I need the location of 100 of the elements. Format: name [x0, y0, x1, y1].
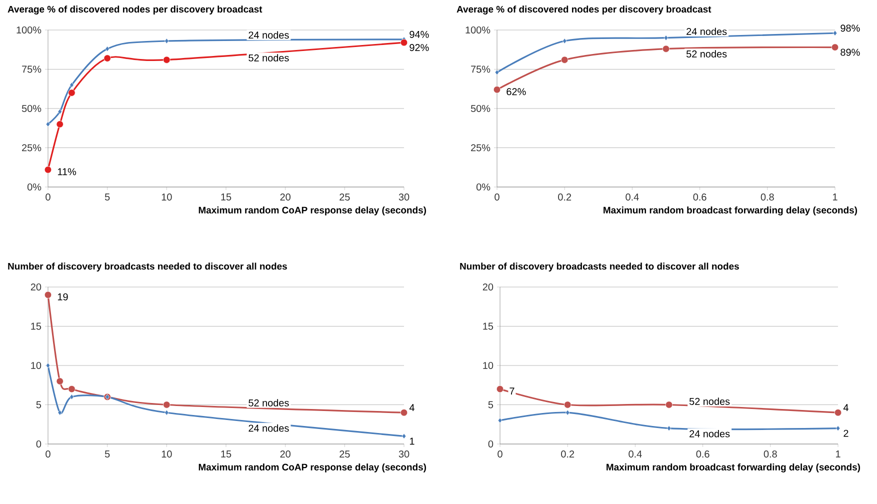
y-tick-label: 25%	[471, 144, 490, 152]
data-label: 98%	[840, 24, 860, 32]
y-tick-label: 5	[36, 401, 42, 408]
y-tick-label: 100%	[16, 26, 42, 34]
point	[400, 38, 408, 46]
point	[163, 56, 170, 64]
data-label: 4	[843, 404, 848, 412]
y-tick-label: 75%	[22, 66, 42, 73]
data-label: 4	[409, 404, 414, 412]
chart-title: Average % of discovered nodes per discovery broadcast	[456, 6, 712, 14]
point	[402, 433, 406, 439]
point	[831, 44, 839, 51]
series-label: 24 nodes	[686, 28, 727, 36]
y-tick-label: 75%	[471, 66, 490, 73]
x-tick-label: 15	[221, 194, 232, 200]
x-tick-label: 20	[280, 450, 290, 458]
y-tick-label: 10	[483, 362, 494, 370]
point	[70, 82, 74, 88]
x-axis-title: Maximum random CoAP response delay (seconds)	[198, 206, 426, 216]
y-tick-label: 50%	[22, 104, 42, 112]
point	[56, 120, 64, 128]
x-tick-label: 30	[398, 194, 410, 201]
x-tick-label: 0	[498, 450, 502, 458]
point	[164, 38, 169, 44]
data-label: 92%	[410, 44, 429, 52]
x-tick-label: 30	[398, 450, 410, 458]
x-tick-label: 0.8	[760, 194, 774, 201]
point	[666, 426, 672, 432]
y-tick-label: 20	[482, 283, 494, 291]
y-tick-label: 100%	[466, 26, 490, 34]
point	[58, 410, 62, 416]
x-axis-title: Maximum random broadcast forwarding delay (seconds)	[606, 464, 860, 472]
point	[662, 45, 670, 52]
y-tick-label: 15	[483, 322, 494, 330]
point	[70, 394, 74, 400]
y-tick-label: 0	[36, 440, 42, 448]
point	[105, 46, 110, 52]
point	[493, 86, 501, 94]
y-tick-label: 5	[488, 401, 494, 408]
x-axis-title: Maximum random CoAP response delay (seconds)	[198, 464, 426, 472]
point	[44, 166, 52, 174]
chart-title: Number of discovery broadcasts needed to discover all nodes	[460, 262, 739, 272]
point	[665, 401, 673, 408]
x-tick-label: 10	[162, 194, 172, 201]
point	[164, 410, 169, 416]
x-tick-label: 5	[104, 450, 110, 458]
data-label: 2	[844, 430, 848, 437]
x-tick-label: 0.8	[764, 450, 777, 458]
point	[163, 401, 170, 408]
x-tick-label: 25	[340, 194, 350, 201]
point	[561, 56, 568, 64]
data-label: 89%	[840, 48, 860, 56]
point	[834, 409, 842, 416]
x-tick-label: 0.2	[561, 450, 574, 458]
point	[44, 291, 52, 298]
data-label: 94%	[410, 30, 429, 38]
y-tick-label: 50%	[470, 104, 490, 112]
point	[46, 121, 50, 127]
point	[664, 35, 668, 41]
point	[56, 378, 64, 385]
point	[836, 426, 840, 432]
y-tick-label: 0%	[27, 183, 42, 191]
x-tick-label: 1	[833, 194, 838, 200]
x-tick-label: 1	[836, 450, 840, 458]
series-label: 24 nodes	[690, 430, 730, 438]
series-label: 52 nodes	[686, 50, 727, 58]
chart-title: Average % of discovered nodes per discovery broadcast	[8, 6, 262, 14]
point	[832, 30, 838, 36]
y-tick-label: 20	[30, 283, 42, 291]
point	[564, 401, 572, 408]
x-tick-label: 0.6	[696, 450, 710, 458]
data-label: 62%	[506, 88, 526, 96]
x-tick-label: 0.6	[693, 194, 706, 201]
y-tick-label: 0%	[476, 183, 490, 191]
chart-title: Number of discovery broadcasts needed to discover all nodes	[8, 262, 287, 272]
y-tick-label: 15	[31, 322, 42, 330]
point	[498, 418, 502, 424]
x-tick-label: 0	[494, 194, 500, 201]
point	[104, 54, 111, 62]
data-label: 11%	[58, 168, 76, 176]
y-tick-label: 25%	[22, 144, 42, 152]
series-label: 52 nodes	[248, 54, 289, 62]
data-label: 19	[58, 293, 68, 300]
x-tick-label: 0	[46, 194, 50, 201]
x-tick-label: 20	[280, 194, 290, 201]
point	[68, 89, 76, 96]
series-label: 52 nodes	[689, 398, 730, 405]
x-tick-label: 0.4	[628, 450, 642, 458]
point	[68, 385, 76, 393]
x-tick-label: 10	[162, 450, 172, 458]
point	[58, 108, 62, 114]
data-label: 7	[510, 388, 514, 394]
x-axis-title: Maximum random broadcast forwarding delay (seconds)	[604, 206, 858, 216]
x-tick-label: 5	[104, 194, 110, 200]
series-label: 52 nodes	[248, 399, 289, 406]
x-tick-label: 0.4	[626, 194, 639, 201]
series-label: 24 nodes	[248, 424, 289, 432]
point	[494, 70, 500, 76]
y-tick-label: 10	[31, 362, 42, 370]
x-tick-label: 15	[221, 450, 232, 458]
